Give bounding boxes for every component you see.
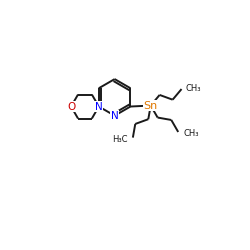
Text: CH₃: CH₃ [183, 130, 198, 138]
Text: CH₃: CH₃ [186, 84, 201, 92]
Text: H₃C: H₃C [112, 135, 128, 144]
Text: Sn: Sn [144, 100, 158, 110]
Text: N: N [95, 102, 103, 112]
Text: O: O [67, 102, 75, 112]
Text: N: N [111, 111, 118, 121]
